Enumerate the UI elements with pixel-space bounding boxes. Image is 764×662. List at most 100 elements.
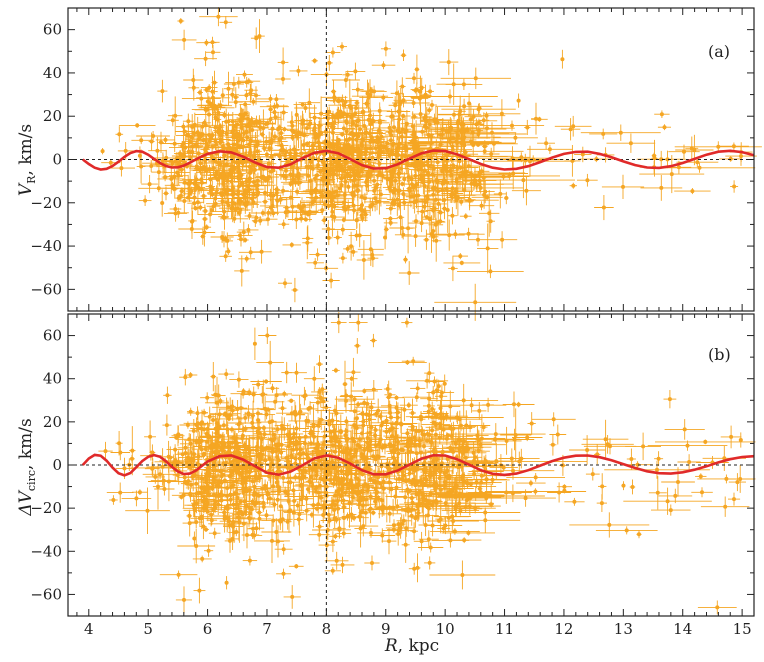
data-point bbox=[401, 356, 425, 366]
x-tick-label: 14 bbox=[673, 620, 692, 638]
data-point bbox=[700, 496, 750, 517]
data-point bbox=[410, 82, 423, 97]
data-point bbox=[224, 576, 229, 590]
data-point bbox=[276, 390, 292, 398]
data-point bbox=[351, 82, 364, 97]
data-point bbox=[401, 526, 410, 563]
data-point bbox=[719, 156, 742, 162]
data-point bbox=[394, 230, 412, 240]
data-point bbox=[307, 511, 317, 518]
data-point bbox=[287, 398, 295, 404]
data-point bbox=[582, 419, 629, 459]
data-point bbox=[298, 88, 321, 117]
data-point bbox=[385, 202, 396, 215]
data-point bbox=[200, 392, 215, 404]
data-point bbox=[251, 239, 272, 264]
data-point bbox=[569, 182, 577, 189]
data-point bbox=[177, 18, 185, 25]
data-point bbox=[405, 72, 423, 84]
x-tick-label: 6 bbox=[203, 620, 213, 638]
data-point bbox=[292, 401, 298, 422]
data-point bbox=[589, 128, 618, 140]
data-point bbox=[476, 103, 482, 114]
data-point bbox=[329, 396, 344, 431]
data-point bbox=[118, 123, 156, 128]
data-point bbox=[252, 327, 257, 360]
data-point bbox=[283, 187, 311, 196]
data-point bbox=[202, 207, 209, 215]
data-point bbox=[623, 487, 712, 515]
data-point bbox=[438, 110, 470, 120]
data-point bbox=[168, 457, 185, 471]
data-point bbox=[465, 191, 474, 211]
x-tick-label: 13 bbox=[614, 620, 633, 638]
y-tick-label: −60 bbox=[30, 585, 62, 603]
data-point bbox=[720, 425, 742, 449]
data-point bbox=[306, 258, 324, 268]
x-axis-title: R, kpc bbox=[384, 636, 439, 656]
data-point bbox=[220, 88, 226, 103]
data-point bbox=[651, 139, 658, 177]
data-point bbox=[173, 425, 184, 444]
data-point bbox=[402, 392, 432, 402]
panel-b-y-axis-title: ΔVcirc, km/s bbox=[16, 418, 38, 516]
data-point bbox=[309, 248, 326, 261]
data-point bbox=[629, 479, 636, 495]
data-point bbox=[685, 136, 699, 161]
data-point bbox=[719, 142, 749, 150]
data-point bbox=[200, 188, 207, 204]
y-tick-label: −40 bbox=[30, 542, 62, 560]
data-point bbox=[316, 355, 323, 373]
x-tick-label: 12 bbox=[554, 620, 573, 638]
data-point bbox=[303, 500, 311, 522]
data-point bbox=[354, 509, 367, 548]
data-point bbox=[332, 367, 340, 373]
data-point bbox=[353, 230, 360, 241]
data-point bbox=[286, 362, 307, 383]
data-point bbox=[516, 479, 546, 487]
data-point bbox=[345, 375, 358, 382]
data-point bbox=[193, 218, 216, 247]
data-point bbox=[303, 366, 325, 392]
data-point bbox=[165, 169, 183, 184]
data-point bbox=[219, 16, 233, 29]
data-point bbox=[730, 180, 739, 193]
data-point bbox=[109, 495, 118, 505]
data-point bbox=[298, 403, 303, 420]
data-point bbox=[337, 42, 347, 51]
data-point bbox=[657, 124, 671, 131]
data-point bbox=[459, 213, 472, 220]
data-point bbox=[256, 340, 284, 385]
data-point bbox=[439, 49, 459, 76]
data-point bbox=[205, 36, 220, 48]
data-point bbox=[275, 73, 291, 85]
data-point bbox=[175, 586, 192, 614]
data-point bbox=[480, 422, 488, 432]
data-point bbox=[564, 497, 585, 506]
data-point bbox=[205, 44, 221, 60]
data-point bbox=[296, 214, 307, 223]
data-point bbox=[410, 412, 504, 423]
data-point bbox=[399, 77, 406, 96]
data-point bbox=[327, 91, 343, 105]
data-point bbox=[691, 487, 713, 498]
data-point bbox=[324, 566, 341, 575]
data-point bbox=[294, 513, 304, 526]
data-point bbox=[554, 115, 592, 137]
y-tick-label: 20 bbox=[43, 413, 62, 431]
data-point bbox=[581, 435, 634, 454]
panel-a-label: (a) bbox=[708, 42, 730, 61]
data-point bbox=[364, 555, 380, 571]
data-point bbox=[424, 514, 441, 537]
data-point bbox=[621, 481, 626, 491]
data-point bbox=[409, 493, 415, 503]
data-point bbox=[274, 543, 293, 555]
data-point bbox=[677, 454, 701, 470]
data-point bbox=[301, 139, 307, 151]
data-point bbox=[138, 195, 152, 206]
y-tick-label: −40 bbox=[30, 237, 62, 255]
data-point bbox=[664, 419, 705, 440]
data-point bbox=[200, 408, 208, 417]
data-point bbox=[164, 205, 188, 222]
data-point bbox=[445, 187, 450, 233]
